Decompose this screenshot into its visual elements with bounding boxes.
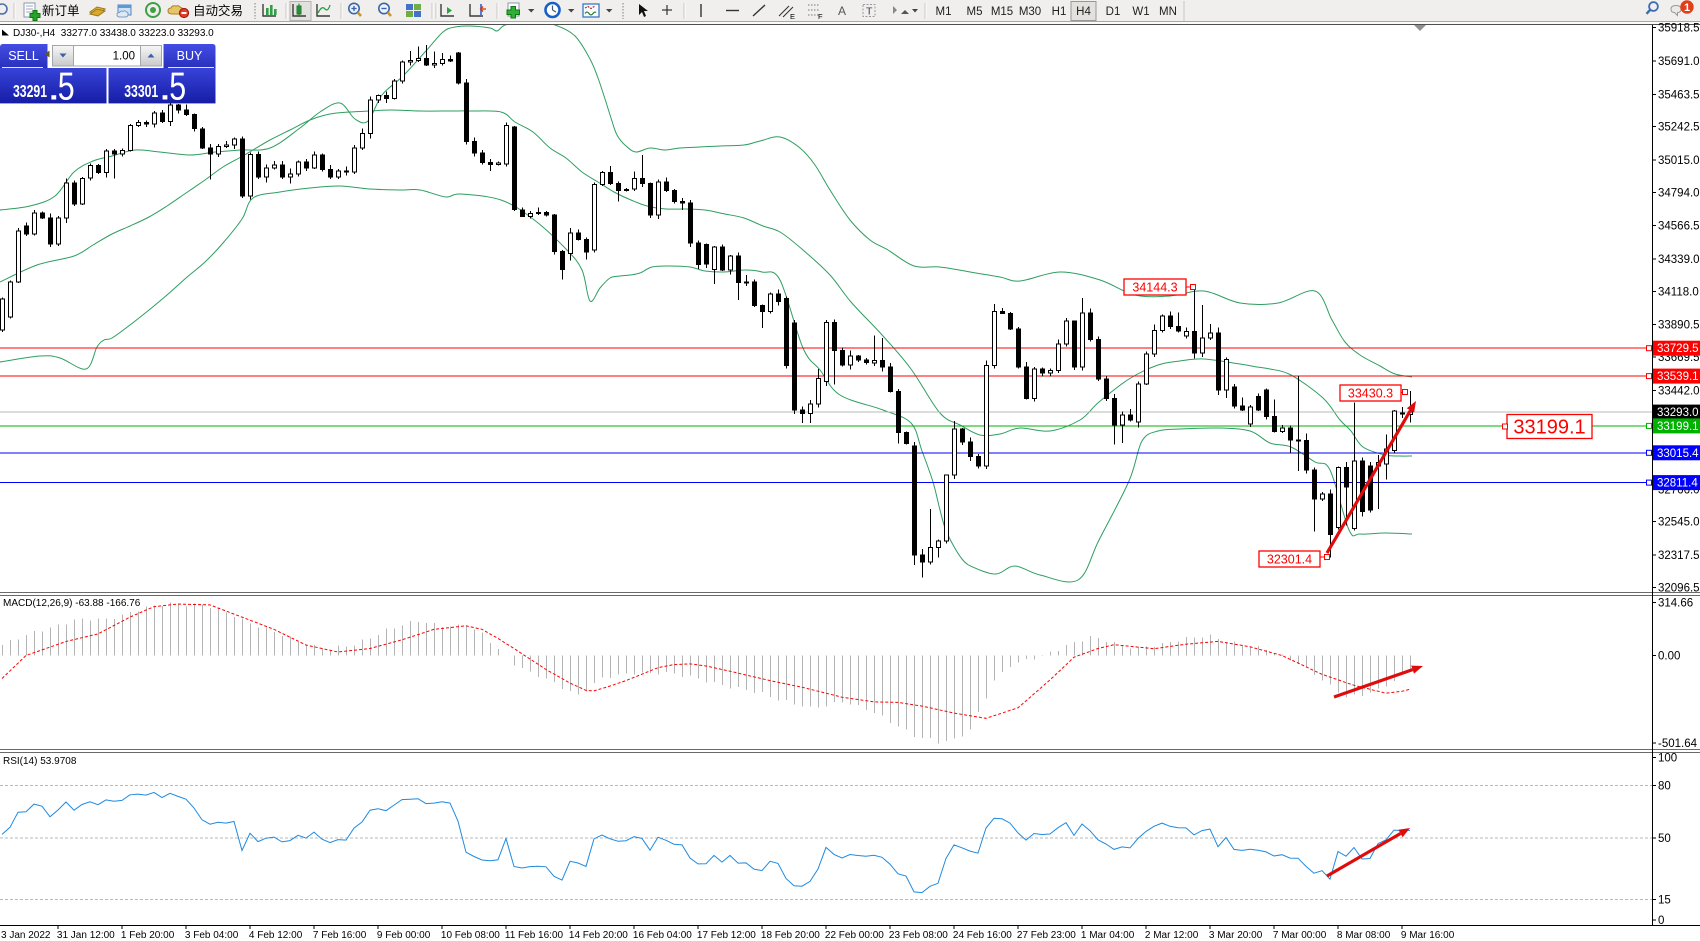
svg-text:自动交易: 自动交易 bbox=[193, 3, 243, 18]
svg-text:M1: M1 bbox=[936, 6, 952, 18]
svg-text:E: E bbox=[790, 12, 795, 21]
svg-text:1 Mar 04:00: 1 Mar 04:00 bbox=[1081, 930, 1135, 941]
svg-text:M5: M5 bbox=[967, 6, 983, 18]
svg-text:33442.0: 33442.0 bbox=[1658, 385, 1700, 397]
svg-text:24 Feb 16:00: 24 Feb 16:00 bbox=[953, 930, 1012, 941]
svg-text:31 Jan 12:00: 31 Jan 12:00 bbox=[57, 930, 115, 941]
svg-text:33199.1: 33199.1 bbox=[1657, 421, 1699, 433]
svg-text:33293.0: 33293.0 bbox=[1657, 407, 1699, 419]
svg-text:1: 1 bbox=[1684, 2, 1690, 14]
svg-text:27 Feb 23:00: 27 Feb 23:00 bbox=[1017, 930, 1076, 941]
svg-text:10 Feb 08:00: 10 Feb 08:00 bbox=[441, 930, 500, 941]
svg-text:18 Feb 20:00: 18 Feb 20:00 bbox=[761, 930, 820, 941]
svg-text:9 Mar 16:00: 9 Mar 16:00 bbox=[1401, 930, 1455, 941]
svg-text:M15: M15 bbox=[991, 6, 1013, 18]
svg-text:33291: 33291 bbox=[13, 82, 47, 102]
svg-text:34566.5: 34566.5 bbox=[1658, 221, 1700, 233]
svg-text:-501.64: -501.64 bbox=[1658, 738, 1698, 750]
svg-text:50: 50 bbox=[1658, 833, 1671, 845]
svg-text:32301.4: 32301.4 bbox=[1267, 553, 1312, 567]
svg-text:7 Feb 16:00: 7 Feb 16:00 bbox=[313, 930, 367, 941]
svg-text:33015.4: 33015.4 bbox=[1657, 448, 1699, 460]
svg-text:5: 5 bbox=[169, 65, 186, 108]
svg-text:34339.0: 34339.0 bbox=[1658, 254, 1700, 266]
svg-text:32811.4: 32811.4 bbox=[1657, 478, 1698, 490]
svg-text:W1: W1 bbox=[1132, 6, 1149, 18]
svg-text:M30: M30 bbox=[1019, 6, 1041, 18]
svg-text:314.66: 314.66 bbox=[1658, 598, 1693, 610]
svg-text:35918.5: 35918.5 bbox=[1658, 23, 1700, 35]
svg-text:33539.1: 33539.1 bbox=[1657, 371, 1699, 383]
svg-text:33301: 33301 bbox=[124, 82, 158, 102]
svg-text:35463.5: 35463.5 bbox=[1658, 89, 1700, 101]
svg-text:34794.0: 34794.0 bbox=[1658, 187, 1700, 199]
svg-text:17 Feb 12:00: 17 Feb 12:00 bbox=[697, 930, 756, 941]
svg-text:23 Feb 08:00: 23 Feb 08:00 bbox=[889, 930, 948, 941]
svg-text:0.00: 0.00 bbox=[1658, 651, 1680, 663]
svg-text:0: 0 bbox=[1658, 915, 1664, 927]
svg-text:34118.0: 34118.0 bbox=[1658, 286, 1699, 298]
svg-text:22 Feb 00:00: 22 Feb 00:00 bbox=[825, 930, 884, 941]
svg-text:32096.5: 32096.5 bbox=[1658, 582, 1700, 594]
svg-text:33199.1: 33199.1 bbox=[1513, 417, 1585, 439]
svg-text:35015.0: 35015.0 bbox=[1658, 155, 1700, 167]
svg-text:15: 15 bbox=[1658, 894, 1671, 906]
svg-text:1.00: 1.00 bbox=[113, 51, 135, 63]
svg-text:32317.5: 32317.5 bbox=[1658, 550, 1700, 562]
svg-text:H1: H1 bbox=[1052, 6, 1067, 18]
svg-text:11 Feb 16:00: 11 Feb 16:00 bbox=[505, 930, 564, 941]
svg-text:H4: H4 bbox=[1076, 6, 1091, 18]
svg-text:D1: D1 bbox=[1106, 6, 1121, 18]
svg-text:MN: MN bbox=[1159, 6, 1177, 18]
svg-text:3 Mar 20:00: 3 Mar 20:00 bbox=[1209, 930, 1263, 941]
svg-text:A: A bbox=[838, 4, 846, 18]
svg-text:RSI(14) 53.9708: RSI(14) 53.9708 bbox=[3, 756, 77, 767]
svg-text:BUY: BUY bbox=[177, 49, 203, 63]
svg-text:F: F bbox=[818, 12, 823, 21]
svg-text:8 Mar 08:00: 8 Mar 08:00 bbox=[1337, 930, 1391, 941]
svg-text:100: 100 bbox=[1658, 753, 1677, 765]
svg-text:9 Feb 00:00: 9 Feb 00:00 bbox=[377, 930, 431, 941]
svg-text:35242.5: 35242.5 bbox=[1658, 122, 1700, 134]
svg-text:14 Feb 20:00: 14 Feb 20:00 bbox=[569, 930, 628, 941]
svg-text:3 Jan 2022: 3 Jan 2022 bbox=[1, 930, 51, 941]
svg-text:1 Feb 20:00: 1 Feb 20:00 bbox=[121, 930, 175, 941]
svg-text:33729.5: 33729.5 bbox=[1657, 343, 1699, 355]
svg-text:33890.5: 33890.5 bbox=[1658, 320, 1700, 332]
svg-text:33430.3: 33430.3 bbox=[1348, 387, 1393, 401]
svg-text:34144.3: 34144.3 bbox=[1132, 281, 1177, 295]
svg-text:4 Feb 12:00: 4 Feb 12:00 bbox=[249, 930, 303, 941]
svg-text:16 Feb 04:00: 16 Feb 04:00 bbox=[633, 930, 692, 941]
svg-text:3 Feb 04:00: 3 Feb 04:00 bbox=[185, 930, 239, 941]
svg-text:7 Mar 00:00: 7 Mar 00:00 bbox=[1273, 930, 1327, 941]
svg-text:SELL: SELL bbox=[8, 49, 39, 63]
svg-text:DJ30-,H4 33277.0 33438.0 3322: DJ30-,H4 33277.0 33438.0 33223.0 33293.0 bbox=[13, 28, 214, 39]
svg-text:80: 80 bbox=[1658, 781, 1671, 793]
svg-text:T: T bbox=[866, 6, 873, 18]
svg-text:新订单: 新订单 bbox=[42, 3, 80, 18]
svg-text:32545.0: 32545.0 bbox=[1658, 517, 1700, 529]
svg-text:2 Mar 12:00: 2 Mar 12:00 bbox=[1145, 930, 1199, 941]
svg-text:35691.0: 35691.0 bbox=[1658, 56, 1700, 68]
svg-text:MACD(12,26,9) -63.88 -166.76: MACD(12,26,9) -63.88 -166.76 bbox=[3, 598, 141, 609]
svg-text:5: 5 bbox=[58, 65, 75, 108]
